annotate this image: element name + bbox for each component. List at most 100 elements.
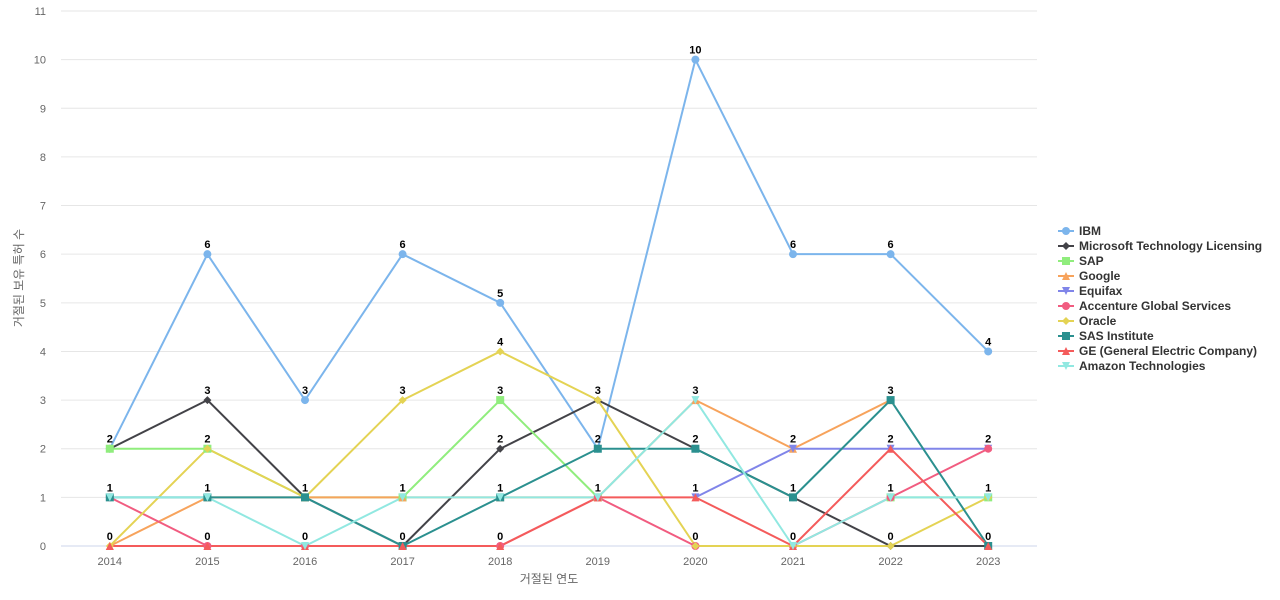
y-tick-label: 2 (40, 444, 46, 456)
legend-marker (1062, 362, 1070, 370)
data-point-accenture-global-services (984, 444, 993, 453)
legend-item-sas-institute[interactable]: SAS Institute (1058, 329, 1154, 343)
data-label: 0 (692, 531, 698, 543)
data-point-ibm (398, 250, 407, 259)
data-label: 1 (497, 482, 503, 494)
data-label: 1 (107, 482, 113, 494)
legend-item-oracle[interactable]: Oracle (1058, 314, 1117, 328)
data-label: 6 (790, 239, 796, 251)
data-point-equifax (789, 444, 797, 453)
data-point-oracle (398, 396, 407, 405)
data-label: 0 (302, 531, 308, 543)
x-axis-ticks: 2014 2015 2016 2017 2018 2019 2020 2021 2022 2023 (98, 556, 1001, 568)
data-point-amazon-technologies (496, 493, 505, 502)
y-tick-label: 4 (40, 346, 46, 358)
data-point-sas-institute (301, 493, 309, 502)
data-label: 1 (985, 482, 991, 494)
data-label: 3 (497, 385, 503, 397)
data-label: 2 (692, 434, 698, 446)
y-tick-label: 1 (40, 492, 46, 504)
data-label: 3 (595, 385, 601, 397)
data-point-oracle (691, 542, 700, 550)
data-label: 2 (790, 434, 796, 446)
y-tick-label: 3 (40, 395, 46, 407)
legend-item-microsoft-technology-licensing[interactable]: Microsoft Technology Licensing (1058, 239, 1262, 253)
data-point-sas-institute (593, 444, 602, 453)
data-label: 0 (204, 531, 210, 543)
data-label: 1 (888, 482, 894, 494)
data-label: 4 (985, 336, 992, 348)
data-label: 2 (204, 434, 210, 446)
data-point-ibm (203, 250, 212, 259)
x-tick-label: 2017 (390, 556, 414, 568)
data-label: 3 (302, 385, 308, 397)
legend-item-accenture-global-services[interactable]: Accenture Global Services (1058, 299, 1231, 313)
legend-item-ibm[interactable]: IBM (1058, 224, 1101, 238)
data-label: 3 (400, 385, 406, 397)
data-point-oracle (593, 396, 602, 405)
data-label: 6 (888, 239, 894, 251)
y-tick-label: 9 (40, 103, 46, 115)
data-point-ibm (496, 298, 505, 307)
data-label: 3 (204, 385, 210, 397)
data-label: 6 (400, 239, 406, 251)
data-point-amazon-technologies (398, 493, 407, 502)
data-label: 1 (400, 482, 406, 494)
gridlines (61, 10, 1037, 547)
data-point-amazon-technologies (886, 493, 895, 502)
data-point-ibm (984, 347, 993, 356)
y-axis-title: 거절된 보유 특허 수 (12, 229, 26, 327)
data-point-sas-institute (886, 396, 895, 405)
series-line-amazon-technologies (109, 399, 989, 547)
x-tick-label: 2020 (683, 556, 707, 568)
legend-item-equifax[interactable]: Equifax (1058, 284, 1123, 298)
x-tick-label: 2023 (976, 556, 1000, 568)
legend-marker (1062, 287, 1070, 295)
x-tick-label: 2016 (293, 556, 317, 568)
data-point-oracle (496, 347, 505, 356)
data-label: 2 (107, 434, 113, 446)
data-point-ge-general-electric-company (398, 542, 407, 550)
data-label: 3 (692, 385, 698, 397)
data-point-ibm (691, 55, 700, 64)
data-label: 2 (985, 434, 991, 446)
data-point-ge-general-electric-company (496, 542, 505, 550)
y-tick-label: 5 (40, 298, 46, 310)
data-point-ge-general-electric-company (691, 493, 700, 502)
legend-label: IBM (1079, 224, 1101, 238)
series-line-sas-institute (109, 399, 990, 547)
legend-marker (1062, 302, 1070, 310)
legend-marker (1062, 242, 1070, 250)
data-point-microsoft-technology-licensing (203, 396, 212, 405)
legend-marker (1062, 272, 1070, 280)
y-tick-label: 7 (40, 201, 46, 213)
data-point-amazon-technologies (984, 493, 993, 502)
data-label: 2 (595, 434, 601, 446)
legend-label: Microsoft Technology Licensing (1079, 239, 1262, 253)
data-label: 4 (497, 336, 504, 348)
legend-item-sap[interactable]: SAP (1058, 254, 1104, 268)
data-label: 1 (204, 482, 210, 494)
legend-item-amazon-technologies[interactable]: Amazon Technologies (1058, 359, 1206, 373)
x-tick-label: 2018 (488, 556, 512, 568)
series-line-equifax (694, 447, 989, 499)
x-tick-label: 2015 (195, 556, 219, 568)
x-axis-title: 거절된 연도 (520, 572, 579, 586)
legend-item-google[interactable]: Google (1058, 269, 1121, 283)
data-point-sas-institute (691, 444, 700, 453)
data-point-sap (496, 396, 505, 405)
data-point-amazon-technologies (691, 396, 700, 405)
x-tick-label: 2021 (781, 556, 805, 568)
data-label: 0 (400, 531, 406, 543)
legend-item-ge-general-electric-company[interactable]: GE (General Electric Company) (1058, 344, 1257, 358)
legend-label: SAS Institute (1079, 329, 1154, 343)
series-line-oracle (109, 350, 989, 547)
data-point-ge-general-electric-company (203, 542, 212, 550)
legend-label: Oracle (1079, 314, 1117, 328)
legend-marker (1062, 257, 1070, 265)
legend-label: Google (1079, 269, 1121, 283)
legend-label: Amazon Technologies (1079, 359, 1206, 373)
